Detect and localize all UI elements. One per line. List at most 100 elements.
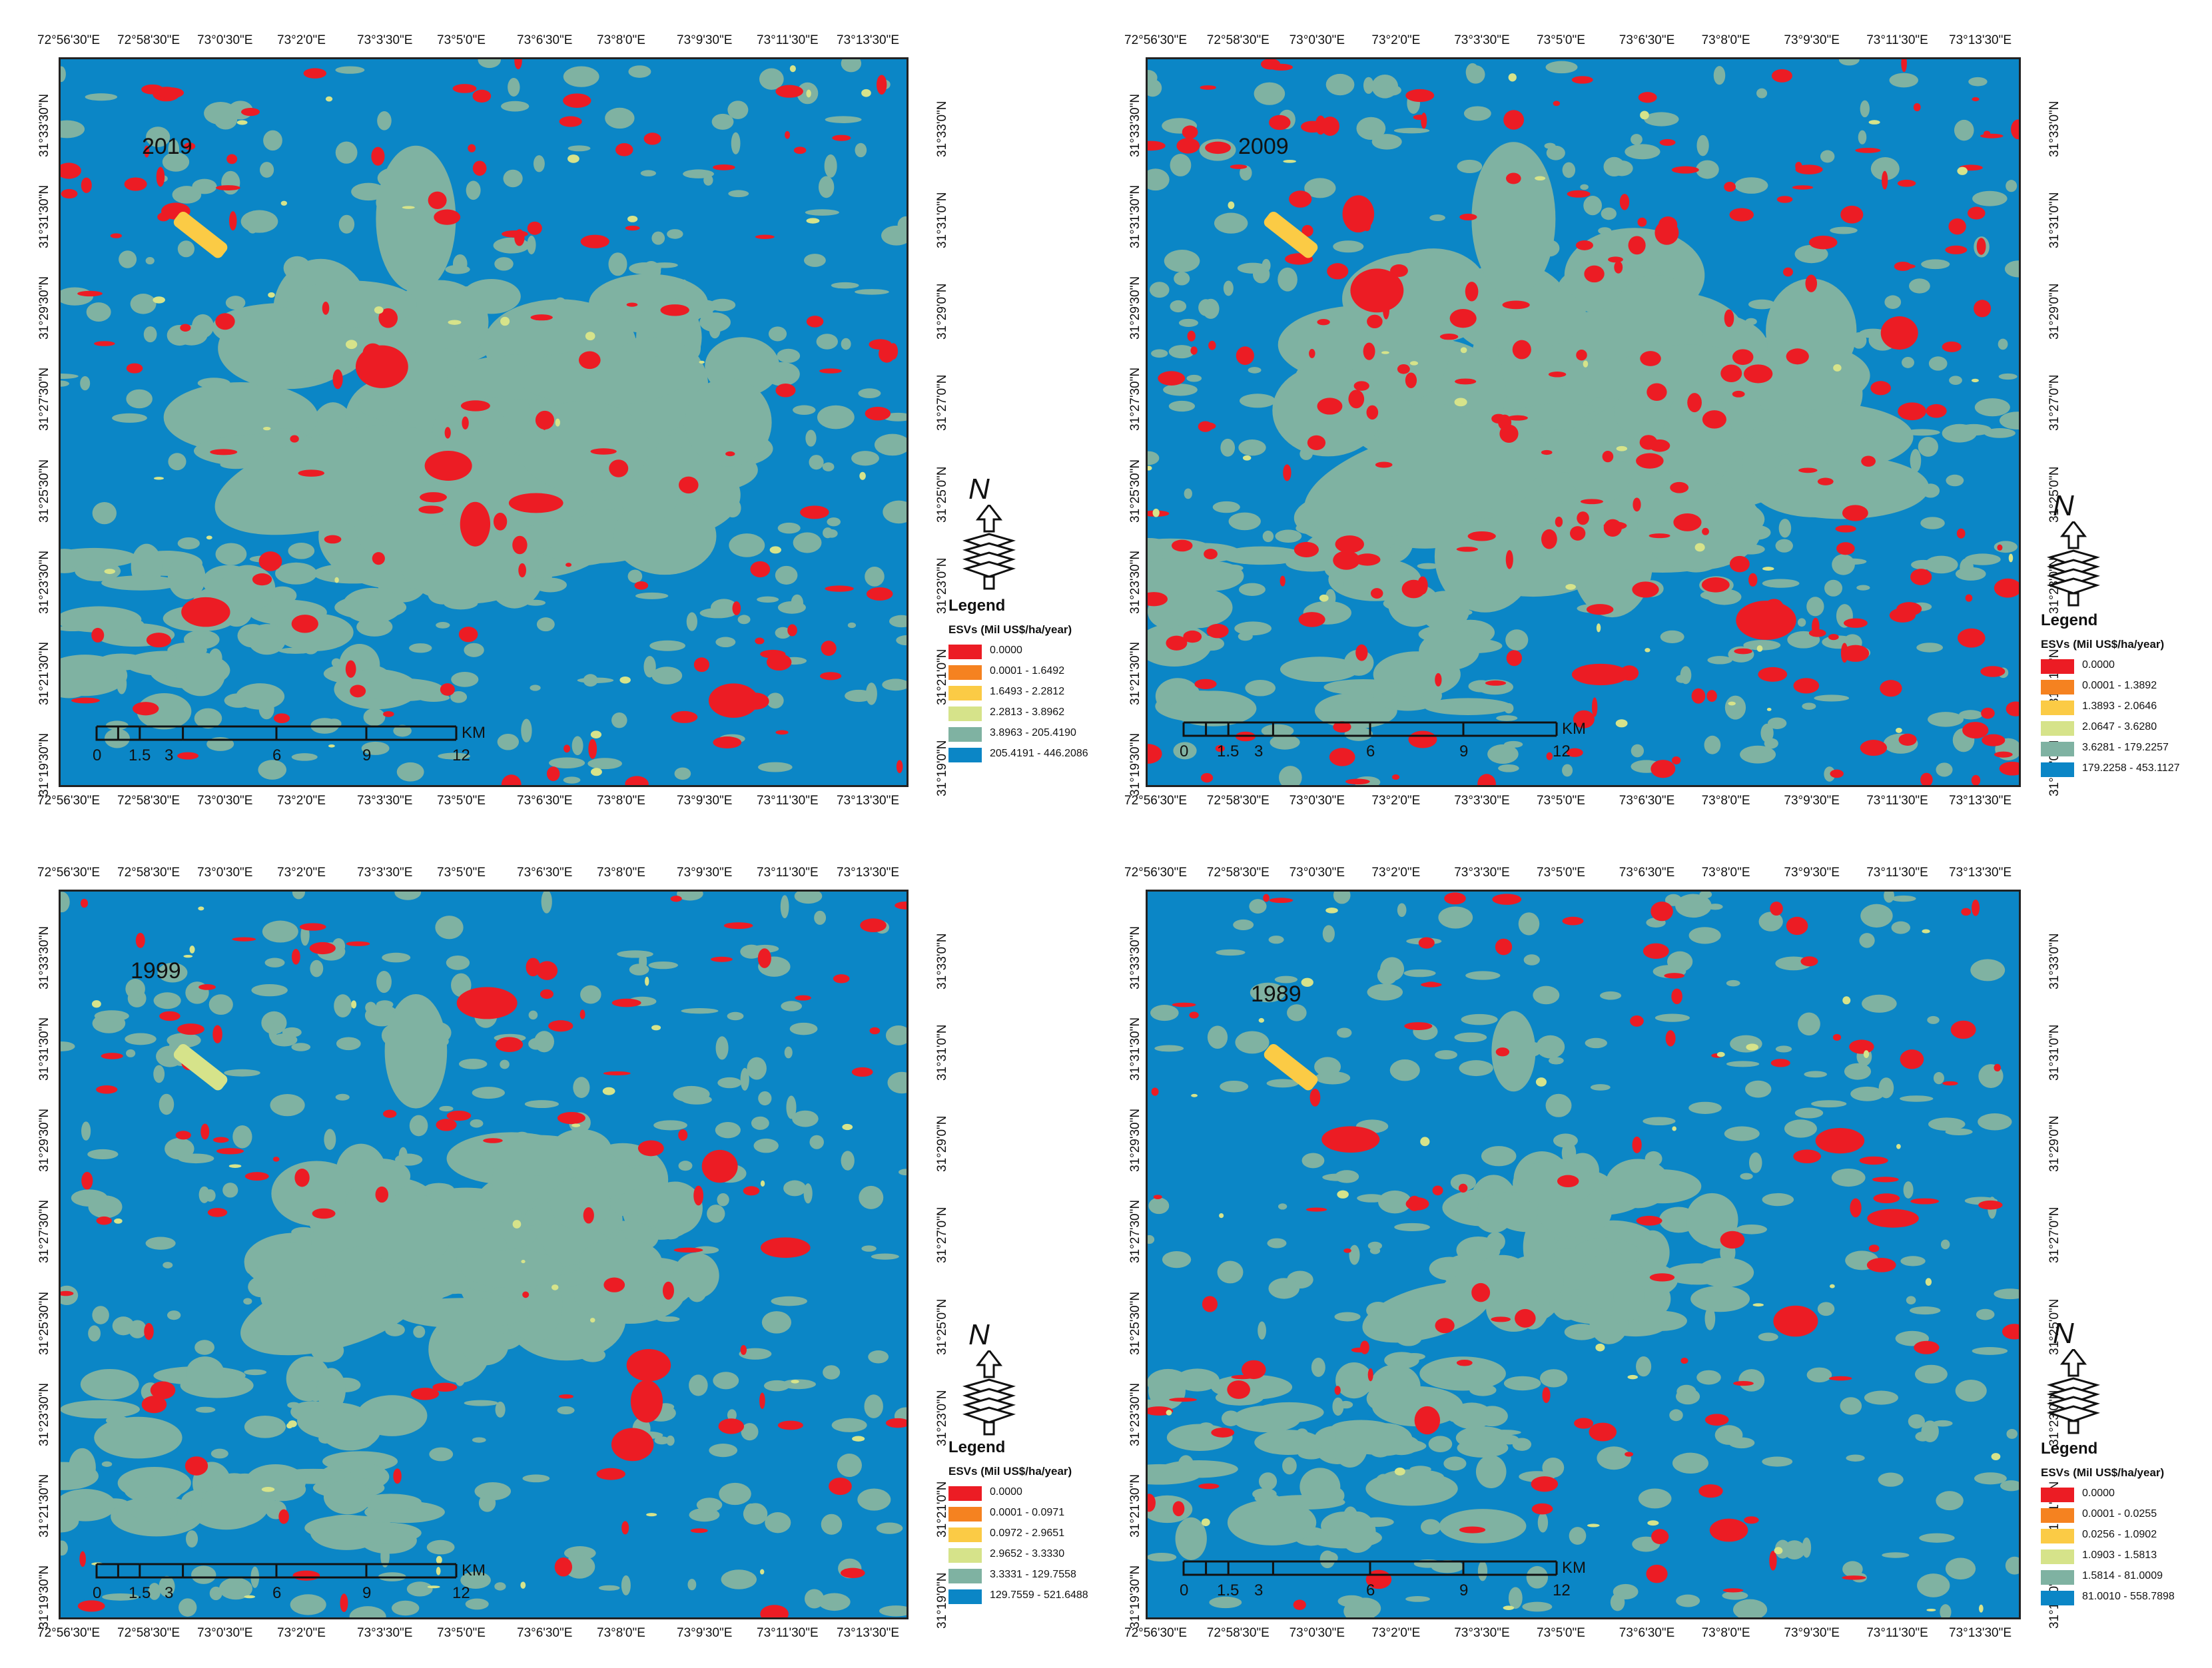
lon-tick-label: 73°13'30"E	[1949, 33, 2012, 47]
patch	[1198, 1483, 1220, 1490]
patch	[1571, 663, 1629, 686]
patch	[717, 1077, 742, 1089]
patch	[1942, 423, 1977, 443]
patch	[550, 1129, 612, 1171]
patch	[643, 133, 661, 145]
patch	[573, 1077, 590, 1098]
patch	[1279, 766, 1302, 785]
patch	[518, 350, 686, 406]
patch	[1945, 1557, 1976, 1580]
patch	[1287, 1004, 1307, 1021]
patch	[1170, 691, 1257, 726]
patch	[1548, 1057, 1564, 1065]
patch	[1541, 449, 1553, 455]
patch	[1766, 707, 1772, 711]
patch	[1428, 1436, 1453, 1452]
patch	[472, 89, 492, 103]
patch	[371, 146, 385, 166]
patch	[1961, 908, 1972, 916]
patch	[889, 615, 907, 628]
patch	[80, 376, 91, 391]
zero-value-patches	[61, 896, 907, 1617]
patch	[1918, 437, 1938, 457]
patch	[1647, 383, 1667, 402]
patch	[1176, 138, 1200, 154]
patch	[291, 615, 318, 633]
patch	[758, 762, 793, 772]
legend-swatch	[2041, 659, 2074, 674]
patch	[1956, 528, 1966, 539]
patch	[1676, 1594, 1700, 1607]
patch	[1450, 1174, 1477, 1191]
patch	[124, 1477, 183, 1504]
patch	[527, 221, 542, 235]
scale-segment	[1462, 721, 1557, 736]
patch	[184, 142, 196, 150]
patch	[588, 738, 597, 759]
patch	[1926, 404, 1947, 418]
lon-tick-label: 72°56'30"E	[1124, 866, 1188, 880]
patch	[383, 710, 394, 717]
patch	[865, 683, 877, 705]
patch	[1769, 1550, 1777, 1571]
patch	[628, 65, 651, 78]
patch	[1688, 927, 1721, 944]
patch	[1498, 764, 1519, 772]
lon-tick-label: 72°58'30"E	[117, 794, 181, 808]
patch	[328, 744, 335, 748]
patch	[833, 974, 850, 983]
patch	[767, 693, 784, 708]
patch	[1206, 623, 1229, 639]
lat-tick-label: 31°31'30"N	[37, 185, 51, 249]
patch	[654, 1436, 669, 1445]
legend-range: 0.0001 - 0.0255	[2082, 1508, 2157, 1520]
patch	[1260, 59, 1281, 70]
patch	[729, 533, 765, 557]
patch	[847, 622, 857, 629]
patch	[1671, 988, 1682, 1005]
patch	[755, 637, 765, 645]
patch	[1417, 576, 1428, 595]
patch	[1536, 1035, 1565, 1059]
patch	[192, 178, 217, 194]
patch	[784, 1046, 793, 1059]
patch	[494, 1582, 506, 1591]
patch	[1269, 115, 1291, 131]
patch	[1459, 1060, 1493, 1077]
patch	[563, 1554, 595, 1579]
patch	[805, 429, 817, 447]
scale-bar: 0 1.5 3 6 9 12 KM	[93, 1560, 486, 1607]
patch	[1955, 1380, 1987, 1402]
patch	[1673, 513, 1702, 531]
lon-tick-label: 73°13'30"E	[837, 794, 900, 808]
patch	[1148, 592, 1168, 607]
patch	[351, 182, 386, 201]
lon-tick-label: 73°2'0"E	[277, 866, 326, 880]
patch	[1507, 415, 1528, 421]
patch	[583, 674, 598, 687]
patch	[681, 1095, 712, 1105]
scale-bar: 0 1.5 3 6 9 12 KM	[1180, 718, 1586, 765]
patch	[1254, 82, 1286, 105]
patch	[567, 145, 591, 152]
lat-tick-label: 31°25'0"N	[935, 466, 949, 523]
north-arrow-icon	[2046, 521, 2101, 607]
legend-range: 1.6493 - 2.2812	[990, 686, 1065, 697]
patch	[1758, 1332, 1778, 1342]
patch	[207, 1208, 228, 1217]
patch	[1152, 508, 1160, 517]
patch	[1333, 721, 1351, 733]
lon-tick-label: 72°58'30"E	[117, 1626, 181, 1640]
patch	[1784, 1119, 1817, 1138]
patch	[866, 587, 893, 601]
patch	[472, 1437, 486, 1443]
patch	[625, 776, 649, 785]
patch	[1859, 1156, 1888, 1165]
patch	[1333, 892, 1351, 904]
patch	[1454, 1032, 1487, 1043]
map-panel-1989: 72°56'30"E 72°58'30"E 73°0'30"E 73°2'0"E 73°…	[1106, 832, 2212, 1668]
patch	[855, 289, 889, 295]
patch	[501, 774, 522, 785]
patch	[451, 671, 479, 687]
patch	[395, 1153, 423, 1166]
